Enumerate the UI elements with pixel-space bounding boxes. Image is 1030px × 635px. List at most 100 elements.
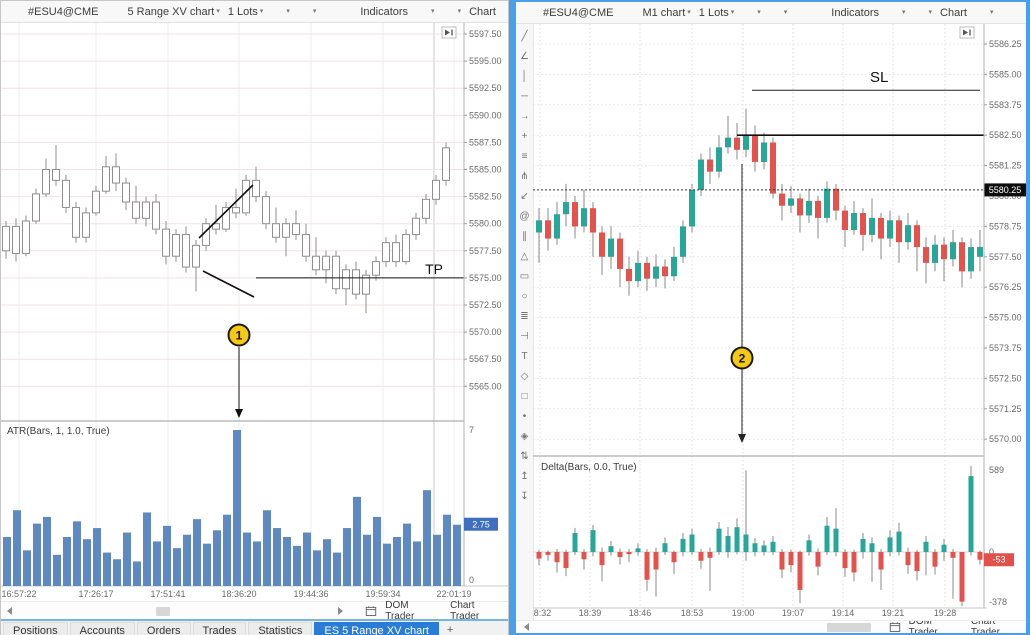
selection-menu[interactable]: ▾ — [416, 5, 435, 18]
selection-menu[interactable]: ▾ — [887, 6, 906, 19]
scroll-left-arrow-icon[interactable] — [524, 623, 529, 631]
dot-tool-icon[interactable]: • — [522, 411, 527, 422]
circle-icon — [1024, 6, 1030, 19]
dashed-circle-icon — [416, 5, 429, 18]
tab-orders[interactable]: Orders — [136, 622, 191, 635]
view-menu[interactable]: ▾ — [742, 6, 761, 19]
trend-angle-tool-icon[interactable]: ∠ — [520, 51, 529, 62]
delta-bars — [536, 466, 983, 607]
ray-bundle-tool-icon[interactable]: ≡ — [521, 151, 528, 162]
zoom-tool[interactable] — [324, 5, 337, 18]
snapshot-menu[interactable]: ▾ — [975, 6, 994, 19]
horizontal-line-tool-icon[interactable]: ─ — [520, 91, 529, 102]
chart-type-menu[interactable]: M1 chart ▾ — [642, 6, 691, 19]
cross-line-tool-icon[interactable]: + — [521, 131, 528, 142]
scroll-left-arrow-icon[interactable] — [7, 607, 12, 615]
app-logo[interactable] — [7, 5, 20, 18]
svg-text:19:28: 19:28 — [934, 608, 957, 618]
arrow-down-tool-icon[interactable]: ↧ — [520, 491, 529, 502]
scrollbar-thumb[interactable] — [827, 622, 871, 632]
chart-menu[interactable]: Chart — [940, 6, 967, 19]
chart-trader-button[interactable]: Chart Trader — [970, 620, 1000, 633]
svg-text:5590.00: 5590.00 — [469, 110, 502, 120]
search-icon — [621, 6, 634, 19]
volume-profile-tool-icon[interactable]: ≣ — [520, 311, 529, 322]
layout-menu[interactable]: ▾ — [914, 6, 933, 19]
drawing-menu[interactable]: ▾ — [769, 6, 788, 19]
svg-text:17:26:17: 17:26:17 — [78, 589, 113, 599]
svg-text:5581.25: 5581.25 — [989, 161, 1022, 171]
app-logo[interactable] — [522, 6, 535, 19]
fibonacci-tool-icon[interactable]: @ — [519, 211, 530, 222]
scrollbar-thumb[interactable] — [156, 606, 171, 616]
svg-text:5587.50: 5587.50 — [469, 137, 502, 147]
caret-down-icon: ▾ — [216, 8, 220, 15]
svg-text:22:01:19: 22:01:19 — [436, 589, 471, 599]
chart-menu[interactable]: Chart — [469, 5, 496, 18]
ellipse-tool-icon[interactable]: ○ — [521, 291, 528, 302]
left-chart-canvas[interactable]: 5597.50 5595.00 5592.50 5590.00 5587.50 5585.… — [1, 23, 510, 601]
caret-down-icon: ▾ — [989, 9, 994, 16]
lots-menu[interactable]: 1 Lots ▾ — [698, 6, 735, 19]
tab-active-chart[interactable]: ES 5 Range XV chart — [314, 622, 439, 635]
tab-statistics[interactable]: Statistics — [248, 622, 313, 635]
add-tab-button[interactable]: + — [446, 624, 454, 635]
caret-down-icon: ▾ — [687, 9, 691, 16]
layout-menu[interactable]: ▾ — [443, 5, 462, 18]
zoom-tool[interactable] — [795, 6, 808, 19]
svg-text:5570.00: 5570.00 — [989, 434, 1022, 444]
tab-positions[interactable]: Positions — [3, 622, 68, 635]
caret-down-icon: ▾ — [783, 9, 788, 16]
polygon-tool-icon[interactable]: ◇ — [520, 371, 529, 382]
scroll-right-arrow-icon[interactable] — [338, 607, 344, 615]
marker-2[interactable] — [730, 346, 754, 370]
trend-line-tool-icon[interactable]: ╱ — [521, 31, 528, 42]
drawing-menu[interactable]: ▾ — [298, 5, 317, 18]
dom-trader-button[interactable]: DOM Trader — [385, 600, 415, 622]
right-chart-canvas[interactable]: 5586.25 5585.00 5583.75 5582.50 5581.25 5580.… — [533, 24, 1026, 618]
svg-text:589: 589 — [989, 465, 1004, 475]
svg-text:5585.00: 5585.00 — [469, 165, 502, 175]
measure-tool-icon[interactable]: ⊣ — [520, 331, 529, 342]
pitchfork-tool-icon[interactable]: ⋔ — [520, 171, 529, 182]
tab-trades[interactable]: Trades — [192, 622, 247, 635]
fullscreen-button[interactable] — [1002, 6, 1015, 19]
rectangle-tool-icon[interactable]: ▭ — [519, 271, 530, 282]
arrow-up-tool-icon[interactable]: ↥ — [520, 471, 529, 482]
delta-label: Delta(Bars, 0.0, True) — [541, 462, 637, 473]
vertical-line-tool-icon[interactable]: │ — [521, 71, 528, 82]
trendline-upper[interactable] — [198, 184, 254, 239]
text-tool-icon[interactable]: T — [521, 351, 528, 362]
indicators-button[interactable]: Indicators — [345, 5, 408, 18]
diamond-tool-icon[interactable]: ◈ — [520, 431, 529, 442]
svg-text:18:39: 18:39 — [579, 608, 602, 618]
chart-type-menu[interactable]: 5 Range XV chart ▾ — [127, 5, 220, 18]
chart-trader-button[interactable]: Chart Trader — [450, 600, 480, 622]
logo-icon — [522, 6, 535, 19]
marker-1[interactable] — [227, 323, 251, 347]
polyline-tool-icon[interactable]: ↙ — [520, 191, 529, 202]
left-titlebar: #ESU4@CME 5 Range XV chart ▾ 1 Lots ▾ ▾ ▾ Indic… — [1, 1, 567, 23]
calendar-icon[interactable] — [365, 605, 377, 617]
svg-text:1: 1 — [236, 329, 243, 343]
calendar-icon[interactable] — [889, 621, 901, 633]
link-group-menu[interactable]: ▾ — [1024, 6, 1030, 19]
tab-accounts[interactable]: Accounts — [69, 622, 135, 635]
symbol-search-icon[interactable] — [621, 6, 634, 19]
view-menu[interactable]: ▾ — [271, 5, 290, 18]
dom-trader-button[interactable]: DOM Trader — [908, 620, 938, 633]
lots-menu[interactable]: 1 Lots ▾ — [227, 5, 264, 18]
symbol-search-icon[interactable] — [106, 5, 119, 18]
arrow-line-tool-icon[interactable]: → — [519, 111, 530, 122]
swap-vertical-tool-icon[interactable]: ⇅ — [520, 451, 529, 462]
parallel-channel-tool-icon[interactable]: ∥ — [522, 231, 527, 242]
trendline-lower[interactable] — [202, 270, 255, 298]
symbol[interactable]: #ESU4@CME — [28, 5, 99, 18]
indicators-button[interactable]: Indicators — [816, 6, 879, 19]
shape-tool-icon[interactable]: □ — [521, 391, 528, 402]
triangle-tool-icon[interactable]: △ — [520, 251, 529, 262]
panels-icon — [914, 6, 927, 19]
svg-text:5582.50: 5582.50 — [469, 192, 502, 202]
symbol[interactable]: #ESU4@CME — [543, 6, 614, 19]
